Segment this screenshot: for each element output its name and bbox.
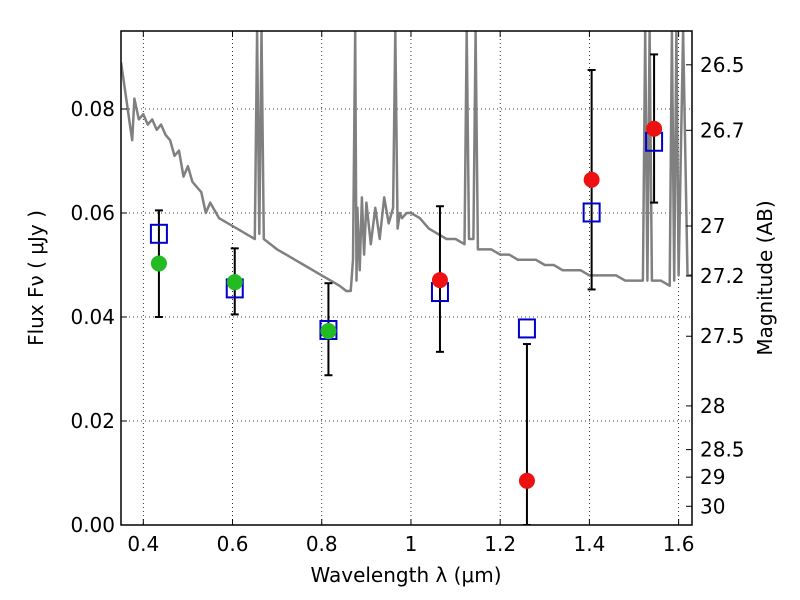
ticks: 0.4 0.6 0.8 1 1.2 1.4 1.6 0.00 0.02 0.04 0.06 0.08 2… — [70, 31, 745, 556]
x-tick-label: 1.2 — [484, 532, 516, 556]
model-spectrum-line — [121, 31, 692, 293]
plot-frame — [120, 30, 693, 526]
x-axis-label: Wavelength λ (μm) — [310, 563, 501, 587]
x-tick-label: 0.8 — [306, 532, 338, 556]
x-tick-label: 1.6 — [663, 532, 695, 556]
grid — [121, 31, 692, 526]
right-tick-label: 27.2 — [700, 264, 745, 288]
y-tick-label: 0.02 — [70, 409, 115, 433]
plot-area — [121, 31, 692, 525]
right-tick-label: 30 — [700, 494, 725, 518]
right-tick-label: 26.7 — [700, 118, 745, 142]
y-tick-label: 0.06 — [70, 201, 115, 225]
data-point — [150, 255, 167, 272]
model-band-square — [582, 202, 601, 223]
data-point — [226, 274, 243, 291]
y-axis-label-right: Magnitude (AB) — [753, 200, 777, 355]
data-point — [431, 272, 448, 289]
x-tick-label: 1.4 — [573, 532, 605, 556]
model-band-square — [517, 318, 536, 339]
right-tick-label: 27 — [700, 214, 725, 238]
right-tick-label: 28 — [700, 394, 725, 418]
y-tick-label: 0.04 — [70, 305, 115, 329]
y-tick-label: 0.08 — [70, 97, 115, 121]
right-tick-label: 27.5 — [700, 324, 745, 348]
data-point — [320, 323, 337, 340]
x-tick-label: 0.6 — [217, 532, 249, 556]
right-tick-label: 29 — [700, 465, 725, 489]
right-tick-label: 26.5 — [700, 53, 745, 77]
right-tick-label: 28.5 — [700, 438, 745, 462]
model-band-square — [149, 223, 168, 244]
y-axis-label-left: Flux Fν ( μJy ) — [24, 210, 48, 346]
data-point — [646, 120, 663, 137]
x-tick-label: 0.4 — [127, 532, 159, 556]
data-point — [518, 472, 535, 489]
data-point — [583, 171, 600, 188]
y-tick-label: 0.00 — [70, 513, 115, 537]
x-tick-label: 1 — [405, 532, 418, 556]
